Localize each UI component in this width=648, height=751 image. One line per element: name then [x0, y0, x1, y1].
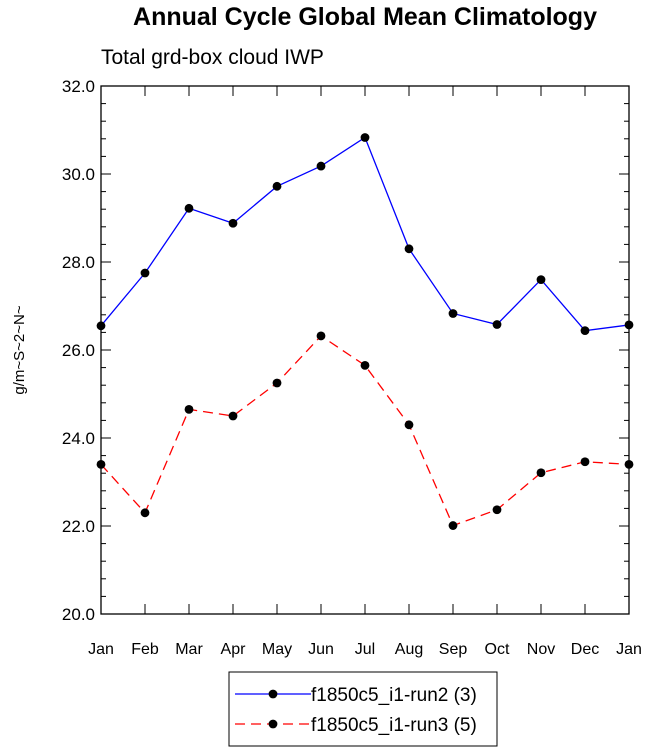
x-tick-label: Jul: [355, 641, 375, 658]
legend: f1850c5_i1-run2 (3) f1850c5_i1-run3 (5): [228, 671, 498, 747]
series-2-point: [404, 420, 414, 430]
series-2-point: [184, 405, 194, 414]
plot-frame: [100, 85, 630, 615]
series-1-point: [492, 320, 502, 329]
series-1-point: [140, 268, 150, 278]
legend-label-1: f1850c5_i1-run2 (3): [311, 685, 477, 706]
series-2-point: [448, 521, 458, 530]
series-1-point: [580, 326, 590, 336]
series-2-point: [580, 457, 590, 467]
legend-box: [228, 671, 498, 747]
x-tick-label: Sep: [439, 641, 468, 658]
series-1-point: [536, 275, 546, 284]
x-tick-label: May: [262, 641, 292, 658]
y-tick-label: 30.0: [62, 165, 95, 184]
series-2-point: [360, 361, 370, 370]
y-axis-label: g/m~S~2~N~: [11, 305, 28, 394]
y-tick-label: 22.0: [62, 517, 95, 536]
series-1-point: [272, 181, 282, 191]
series-2-point: [316, 331, 326, 341]
y-tick-label: 20.0: [62, 605, 95, 624]
series-1-point: [360, 133, 370, 142]
series-2-point: [96, 460, 106, 469]
x-tick-label: Oct: [485, 641, 510, 658]
x-tick-label: Mar: [175, 641, 203, 658]
series-2-point: [272, 378, 282, 388]
x-tick-label: Aug: [395, 641, 423, 658]
x-tick-label: Feb: [131, 641, 159, 658]
series-2-point: [228, 411, 238, 421]
legend-marker-2: [268, 719, 278, 729]
series-1-point: [316, 161, 326, 171]
y-tick-label: 32.0: [62, 77, 95, 96]
series-1-point: [228, 218, 238, 228]
series-1-point: [404, 244, 414, 254]
y-tick-label: 24.0: [62, 429, 95, 448]
x-tick-label: Jan: [616, 641, 642, 658]
y-tick-label: 26.0: [62, 341, 95, 360]
series-2-point: [536, 468, 546, 478]
x-tick-label: Apr: [221, 641, 247, 658]
x-tick-label: Dec: [571, 641, 599, 658]
chart-title: Annual Cycle Global Mean Climatology: [133, 3, 597, 31]
y-tick-label: 28.0: [62, 253, 95, 272]
series-1-point: [184, 203, 194, 213]
series-2-point: [624, 460, 634, 469]
series-2-point: [492, 505, 502, 515]
plot-area: 20.0 22.0 24.0 26.0 28.0 30.0 32.0 Jan Feb Mar Apr…: [62, 77, 642, 658]
series-2-point: [140, 508, 150, 518]
x-tick-label: Jan: [88, 641, 114, 658]
series-1-point: [96, 321, 106, 331]
legend-label-2: f1850c5_i1-run3 (5): [311, 715, 477, 736]
x-tick-label: Nov: [527, 641, 555, 658]
x-tick-label: Jun: [308, 641, 334, 658]
series-line-1: [100, 136, 630, 332]
series-1-point: [624, 320, 634, 330]
legend-marker-1: [268, 689, 278, 699]
chart-subtitle: Total grd-box cloud IWP: [101, 46, 324, 69]
series-1-point: [448, 309, 458, 318]
